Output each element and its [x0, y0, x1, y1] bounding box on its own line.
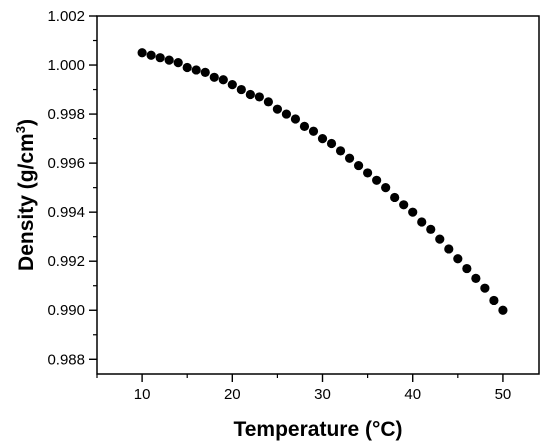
- x-axis-title: Temperature (°C): [233, 418, 402, 441]
- data-point: [444, 244, 454, 254]
- y-tick-label: 0.996: [47, 155, 85, 172]
- data-point: [435, 234, 445, 244]
- data-point: [137, 48, 147, 58]
- data-point: [344, 153, 355, 163]
- y-tick-label: 0.988: [47, 351, 85, 368]
- data-points: [137, 48, 508, 315]
- y-axis-title: Density (g/cm3): [13, 119, 38, 271]
- y-tick-label: 1.002: [47, 8, 85, 25]
- x-tick-label: 50: [495, 386, 512, 403]
- x-tick-label: 10: [134, 386, 151, 403]
- y-axis-title-close: ): [15, 119, 38, 126]
- data-point: [146, 50, 156, 60]
- data-point: [480, 283, 490, 293]
- y-tick-label: 0.994: [47, 204, 85, 221]
- data-point: [254, 92, 264, 102]
- data-point: [263, 97, 273, 107]
- y-tick-labels: 0.988 0.990 0.992 0.994 0.996 0.998 1.000 1.002: [47, 8, 85, 368]
- plot-frame: [96, 15, 540, 375]
- y-tick-label: 0.998: [47, 106, 85, 123]
- data-point: [299, 121, 310, 131]
- data-point: [281, 109, 292, 119]
- data-point: [453, 254, 463, 264]
- data-point: [272, 104, 283, 114]
- data-point: [317, 134, 328, 144]
- data-point: [308, 126, 319, 136]
- data-point: [399, 200, 409, 210]
- data-point: [408, 207, 418, 217]
- x-tick-label: 20: [224, 386, 241, 403]
- data-point: [200, 67, 210, 77]
- data-point: [489, 295, 499, 306]
- data-point: [372, 175, 382, 185]
- data-point: [462, 263, 472, 274]
- y-axis-title-main: Density (g/cm: [15, 133, 38, 271]
- data-point: [182, 62, 192, 73]
- data-point: [353, 160, 364, 171]
- data-point: [173, 57, 183, 68]
- data-point: [155, 53, 165, 63]
- x-tick-labels: 10 20 30 40 50: [134, 386, 512, 403]
- y-tick-label: 0.992: [47, 253, 85, 270]
- major-ticks: [89, 15, 504, 382]
- data-point: [236, 84, 246, 95]
- data-point: [218, 75, 228, 85]
- data-point: [245, 89, 255, 100]
- data-point: [335, 146, 346, 156]
- y-tick-label: 0.990: [47, 302, 85, 319]
- data-point: [290, 114, 301, 124]
- data-point: [498, 305, 508, 315]
- data-point: [326, 138, 337, 149]
- data-point: [471, 273, 481, 283]
- data-point: [363, 168, 373, 178]
- data-point: [390, 192, 400, 203]
- data-point: [381, 183, 391, 193]
- data-point: [191, 65, 201, 75]
- data-point: [227, 80, 237, 90]
- y-tick-label: 1.000: [47, 57, 85, 74]
- x-tick-label: 40: [404, 386, 421, 403]
- y-axis-title-superscript: 3: [13, 126, 28, 133]
- data-point: [164, 55, 174, 65]
- data-point: [426, 224, 436, 234]
- data-point: [209, 72, 219, 82]
- x-tick-label: 30: [314, 386, 331, 403]
- data-point: [417, 217, 427, 227]
